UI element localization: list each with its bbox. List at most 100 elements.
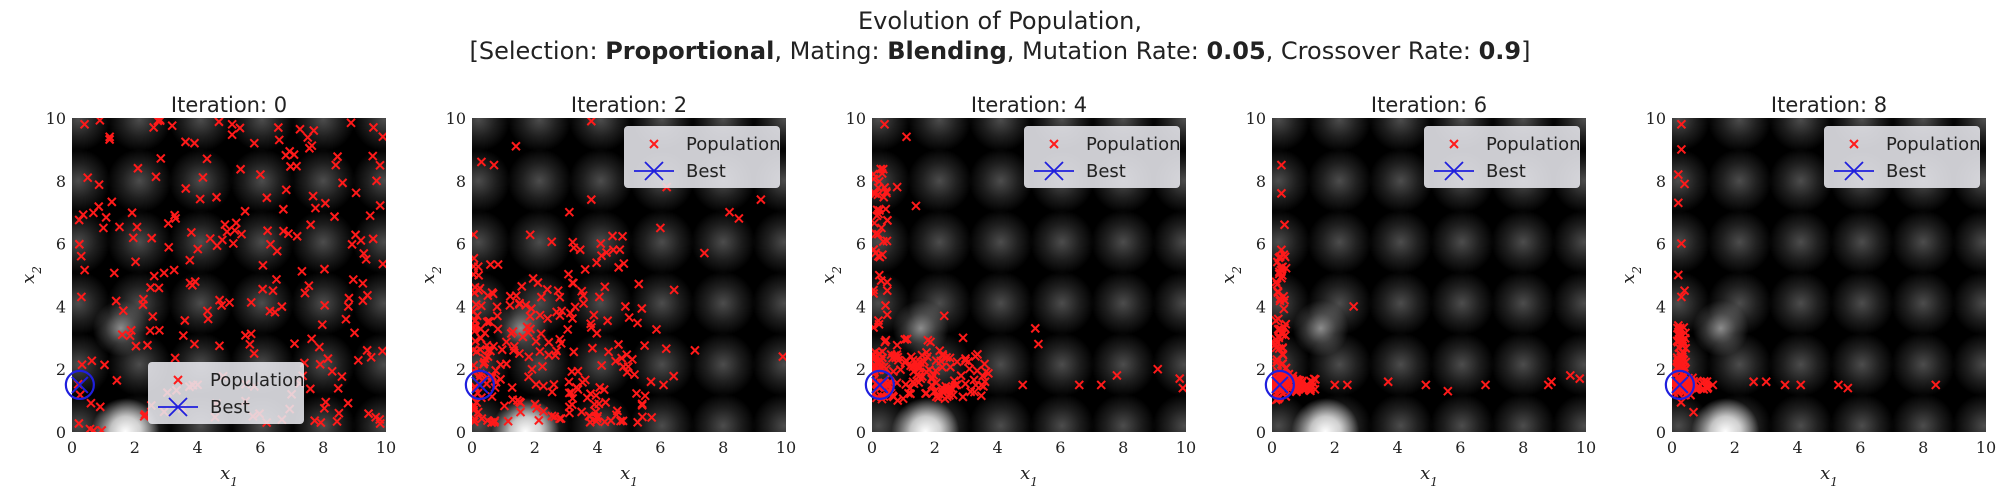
- landscape-blob: [1768, 148, 1833, 213]
- population-point: [936, 356, 946, 366]
- population-point: [323, 353, 333, 364]
- population-point: [724, 207, 735, 217]
- x-tick-label: 6: [255, 438, 265, 457]
- legend: Population Best: [1424, 126, 1581, 188]
- title-text-mating: , Mating:: [774, 37, 888, 65]
- landscape-blob: [1891, 210, 1956, 275]
- population-point: [1276, 265, 1287, 276]
- population-point: [1833, 380, 1844, 390]
- x-tick-label: 4: [1393, 438, 1403, 457]
- population-point: [153, 118, 163, 126]
- population-point: [568, 278, 579, 288]
- best-circle: [864, 369, 895, 400]
- x-axis-label: x1: [1020, 463, 1038, 489]
- landscape-blob: [352, 332, 386, 397]
- population-point: [882, 215, 893, 226]
- population-point: [1297, 383, 1308, 394]
- population-point: [536, 329, 546, 339]
- population-point: [585, 389, 596, 399]
- population-point: [332, 416, 342, 427]
- landscape-peak: [91, 398, 160, 432]
- population-point: [262, 226, 273, 236]
- landscape-blob: [1368, 148, 1433, 213]
- population-point: [366, 352, 376, 362]
- population-point: [353, 355, 364, 366]
- population-point: [265, 239, 276, 250]
- population-point: [77, 359, 87, 370]
- landscape-blob: [1091, 332, 1156, 397]
- population-point: [501, 359, 512, 369]
- population-point: [514, 299, 525, 309]
- population-point: [627, 354, 638, 365]
- population-point: [549, 379, 559, 390]
- population-point: [205, 233, 215, 244]
- landscape-blob: [1952, 271, 1986, 336]
- population-point: [227, 129, 237, 140]
- population-point: [211, 192, 222, 202]
- population-point: [872, 322, 879, 333]
- population-point: [514, 348, 525, 359]
- panel-title: Iteration: 0: [171, 93, 287, 117]
- population-point: [189, 138, 200, 148]
- population-point: [553, 286, 563, 296]
- legend: Population Best: [1824, 126, 1981, 188]
- population-point: [952, 380, 962, 390]
- population-point: [87, 356, 97, 366]
- population-point: [169, 265, 179, 275]
- population-point: [872, 353, 879, 364]
- population-point: [483, 290, 493, 301]
- population-point: [629, 369, 640, 380]
- y-tick-label: 6: [1656, 235, 1666, 254]
- population-point: [658, 380, 669, 390]
- population-point: [877, 352, 888, 363]
- population-point: [661, 343, 671, 354]
- landscape-blob: [1672, 210, 1711, 275]
- population-point: [909, 379, 919, 389]
- population-point: [231, 218, 241, 228]
- population-point: [569, 243, 579, 253]
- population-point: [535, 346, 545, 357]
- population-point: [343, 398, 353, 408]
- population-point: [305, 384, 316, 394]
- population-point: [133, 163, 143, 173]
- population-point: [472, 299, 481, 310]
- best-circle: [464, 369, 495, 400]
- landscape-blob: [472, 148, 511, 213]
- population-point: [235, 164, 246, 174]
- population-point: [511, 141, 521, 151]
- population-point: [898, 393, 908, 404]
- population-point: [1676, 119, 1687, 129]
- selection-value: Proportional: [605, 37, 775, 65]
- population-point: [1673, 355, 1683, 365]
- population-point: [624, 312, 634, 323]
- population-point: [1688, 407, 1699, 417]
- population-point: [155, 118, 165, 126]
- population-point: [1276, 188, 1287, 199]
- population-point: [596, 250, 607, 261]
- population-point: [549, 412, 560, 422]
- population-point: [148, 311, 158, 322]
- population-point: [485, 316, 495, 327]
- population-point: [203, 314, 213, 324]
- population-point: [1748, 377, 1759, 387]
- population-point: [493, 324, 503, 334]
- population-point: [149, 271, 159, 281]
- population-point: [492, 311, 503, 321]
- population-point: [111, 296, 121, 306]
- population-point: [368, 234, 378, 244]
- population-point: [154, 283, 164, 293]
- population-point: [1843, 383, 1853, 393]
- legend-population-marker: [1049, 139, 1059, 149]
- population-point: [255, 169, 266, 180]
- landscape-blob: [1552, 210, 1586, 275]
- x-tick-label: 6: [1855, 438, 1865, 457]
- population-point: [76, 251, 86, 261]
- figure-title: Evolution of Population, [Selection: Pro…: [0, 6, 2000, 66]
- population-point: [902, 334, 912, 344]
- landscape-blob: [1768, 210, 1833, 275]
- population-point: [271, 274, 282, 285]
- landscape-blob: [1491, 210, 1556, 275]
- population-point: [651, 324, 662, 335]
- population-point: [341, 314, 351, 324]
